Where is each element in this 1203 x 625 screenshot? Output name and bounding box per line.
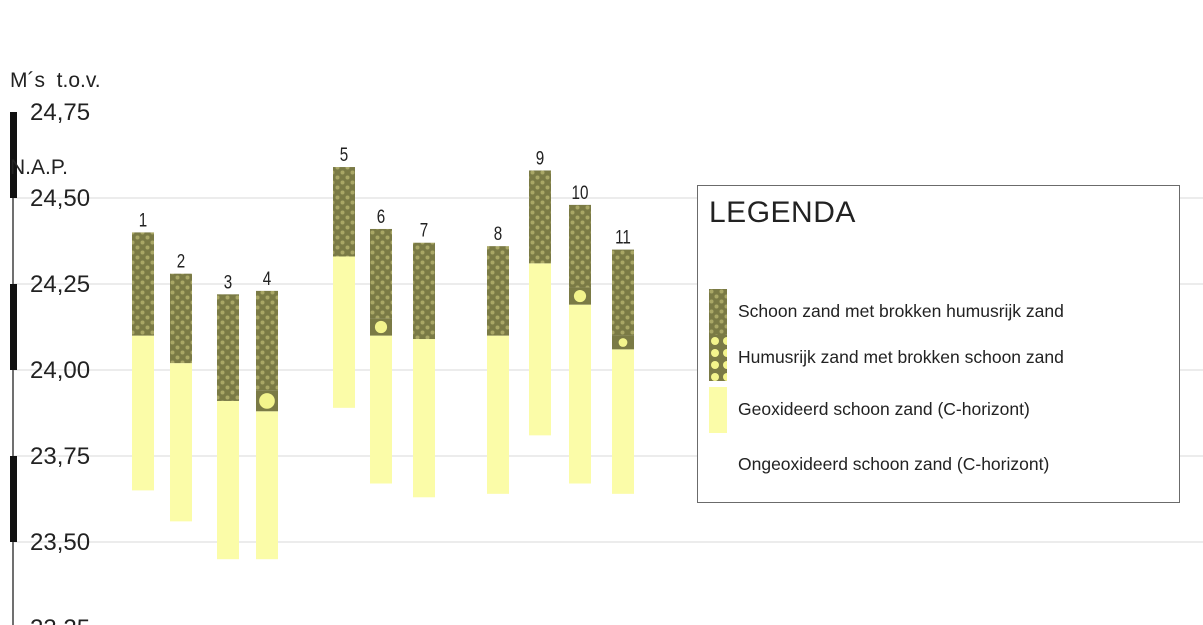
segment-schoon-humusrijk bbox=[170, 273, 192, 364]
segment-geoxideerd bbox=[487, 335, 509, 494]
profile-columns: 1 2 3 4 5 6 7 8 9 10 11 bbox=[132, 143, 634, 560]
segment-humusrijk-schoon-dot bbox=[573, 289, 587, 303]
legend-title: LEGENDA bbox=[709, 196, 856, 229]
profile-column-7: 7 bbox=[413, 219, 435, 498]
segment-geoxideerd bbox=[612, 349, 634, 494]
y-tick-label: 23,25 bbox=[30, 615, 90, 625]
profile-column-1: 1 bbox=[132, 209, 154, 491]
profile-column-11: 11 bbox=[612, 226, 634, 494]
profile-column-9: 9 bbox=[529, 147, 551, 436]
column-label: 11 bbox=[615, 226, 631, 248]
segment-humusrijk-schoon-dot bbox=[259, 393, 275, 409]
legend-item-geox: Geoxideerd schoon zand (C-horizont) bbox=[709, 387, 1169, 433]
y-axis-label-line-2: N.A.P. bbox=[10, 156, 68, 179]
y-tick-label: 23,50 bbox=[30, 529, 90, 556]
column-label: 10 bbox=[572, 181, 589, 203]
segment-schoon-humusrijk bbox=[370, 228, 392, 319]
y-tick-label: 23,75 bbox=[30, 443, 90, 470]
y-axis bbox=[10, 112, 17, 625]
column-label: 1 bbox=[139, 209, 147, 231]
profile-column-8: 8 bbox=[487, 222, 509, 494]
profile-column-6: 6 bbox=[370, 205, 392, 484]
y-axis-label-line-1: M´s t.o.v. bbox=[10, 69, 101, 92]
y-axis-scale-segment bbox=[10, 284, 17, 370]
legend-item-ongeox: Ongeoxideerd schoon zand (C-horizont) bbox=[709, 442, 1169, 488]
segment-schoon-humusrijk bbox=[132, 232, 154, 336]
segment-schoon-humusrijk bbox=[256, 290, 278, 391]
profile-column-2: 2 bbox=[170, 250, 192, 522]
legend-item-humus-schoon: Humusrijk zand met brokken schoon zand bbox=[709, 335, 1169, 381]
segment-geoxideerd bbox=[370, 335, 392, 484]
legend-swatch-humus-schoon bbox=[709, 335, 727, 381]
legend-swatch-ongeox bbox=[709, 442, 727, 488]
legend-item-schoon-humus: Schoon zand met brokken humusrijk zand bbox=[709, 289, 1169, 335]
segment-schoon-humusrijk bbox=[217, 294, 239, 401]
profile-column-3: 3 bbox=[217, 271, 239, 560]
legend-label-geox: Geoxideerd schoon zand (C-horizont) bbox=[738, 399, 1030, 419]
segment-schoon-humusrijk bbox=[569, 204, 591, 288]
segment-geoxideerd bbox=[529, 263, 551, 436]
segment-schoon-humusrijk bbox=[529, 170, 551, 264]
segment-geoxideerd bbox=[333, 256, 355, 408]
legend: LEGENDA Schoon zand met brokken humusrij… bbox=[697, 185, 1180, 503]
y-axis-scale-segment bbox=[10, 112, 17, 198]
y-tick-label: 24,75 bbox=[30, 99, 90, 126]
segment-schoon-humusrijk bbox=[333, 167, 355, 257]
y-tick-label: 24,50 bbox=[30, 185, 90, 212]
y-tick-label: 24,25 bbox=[30, 271, 90, 298]
legend-label-humus-schoon: Humusrijk zand met brokken schoon zand bbox=[738, 347, 1064, 367]
legend-swatch-schoon-humus bbox=[709, 289, 727, 335]
segment-geoxideerd bbox=[569, 304, 591, 484]
y-axis-scale-segment bbox=[10, 456, 17, 542]
column-label: 7 bbox=[420, 219, 428, 241]
column-label: 2 bbox=[177, 250, 185, 272]
profile-column-4: 4 bbox=[256, 267, 278, 560]
y-tick-labels: 24,75 24,50 24,25 24,00 23,75 23,50 23,25 bbox=[30, 99, 90, 625]
segment-humusrijk-schoon-dot bbox=[374, 320, 388, 334]
legend-label-ongeox: Ongeoxideerd schoon zand (C-horizont) bbox=[738, 454, 1050, 474]
segment-schoon-humusrijk bbox=[612, 249, 634, 336]
column-label: 9 bbox=[536, 147, 544, 169]
segment-schoon-humusrijk bbox=[413, 242, 435, 340]
legend-swatch-geox bbox=[709, 387, 727, 433]
profile-column-5: 5 bbox=[333, 143, 355, 408]
segment-geoxideerd bbox=[256, 411, 278, 560]
y-axis-label: M´s t.o.v. N.A.P. bbox=[10, 8, 101, 211]
column-label: 6 bbox=[377, 205, 385, 227]
segment-geoxideerd bbox=[413, 339, 435, 498]
segment-schoon-humusrijk bbox=[487, 246, 509, 336]
column-label: 8 bbox=[494, 222, 502, 244]
segment-geoxideerd bbox=[170, 363, 192, 522]
column-label: 3 bbox=[224, 271, 232, 293]
segment-geoxideerd bbox=[132, 335, 154, 491]
segment-geoxideerd bbox=[217, 400, 239, 560]
column-label: 4 bbox=[263, 267, 272, 289]
y-tick-label: 24,00 bbox=[30, 357, 90, 384]
profile-column-10: 10 bbox=[569, 181, 591, 484]
legend-label-schoon-humus: Schoon zand met brokken humusrijk zand bbox=[738, 301, 1064, 321]
column-label: 5 bbox=[340, 143, 348, 165]
segment-humusrijk-schoon-dot bbox=[618, 338, 628, 347]
